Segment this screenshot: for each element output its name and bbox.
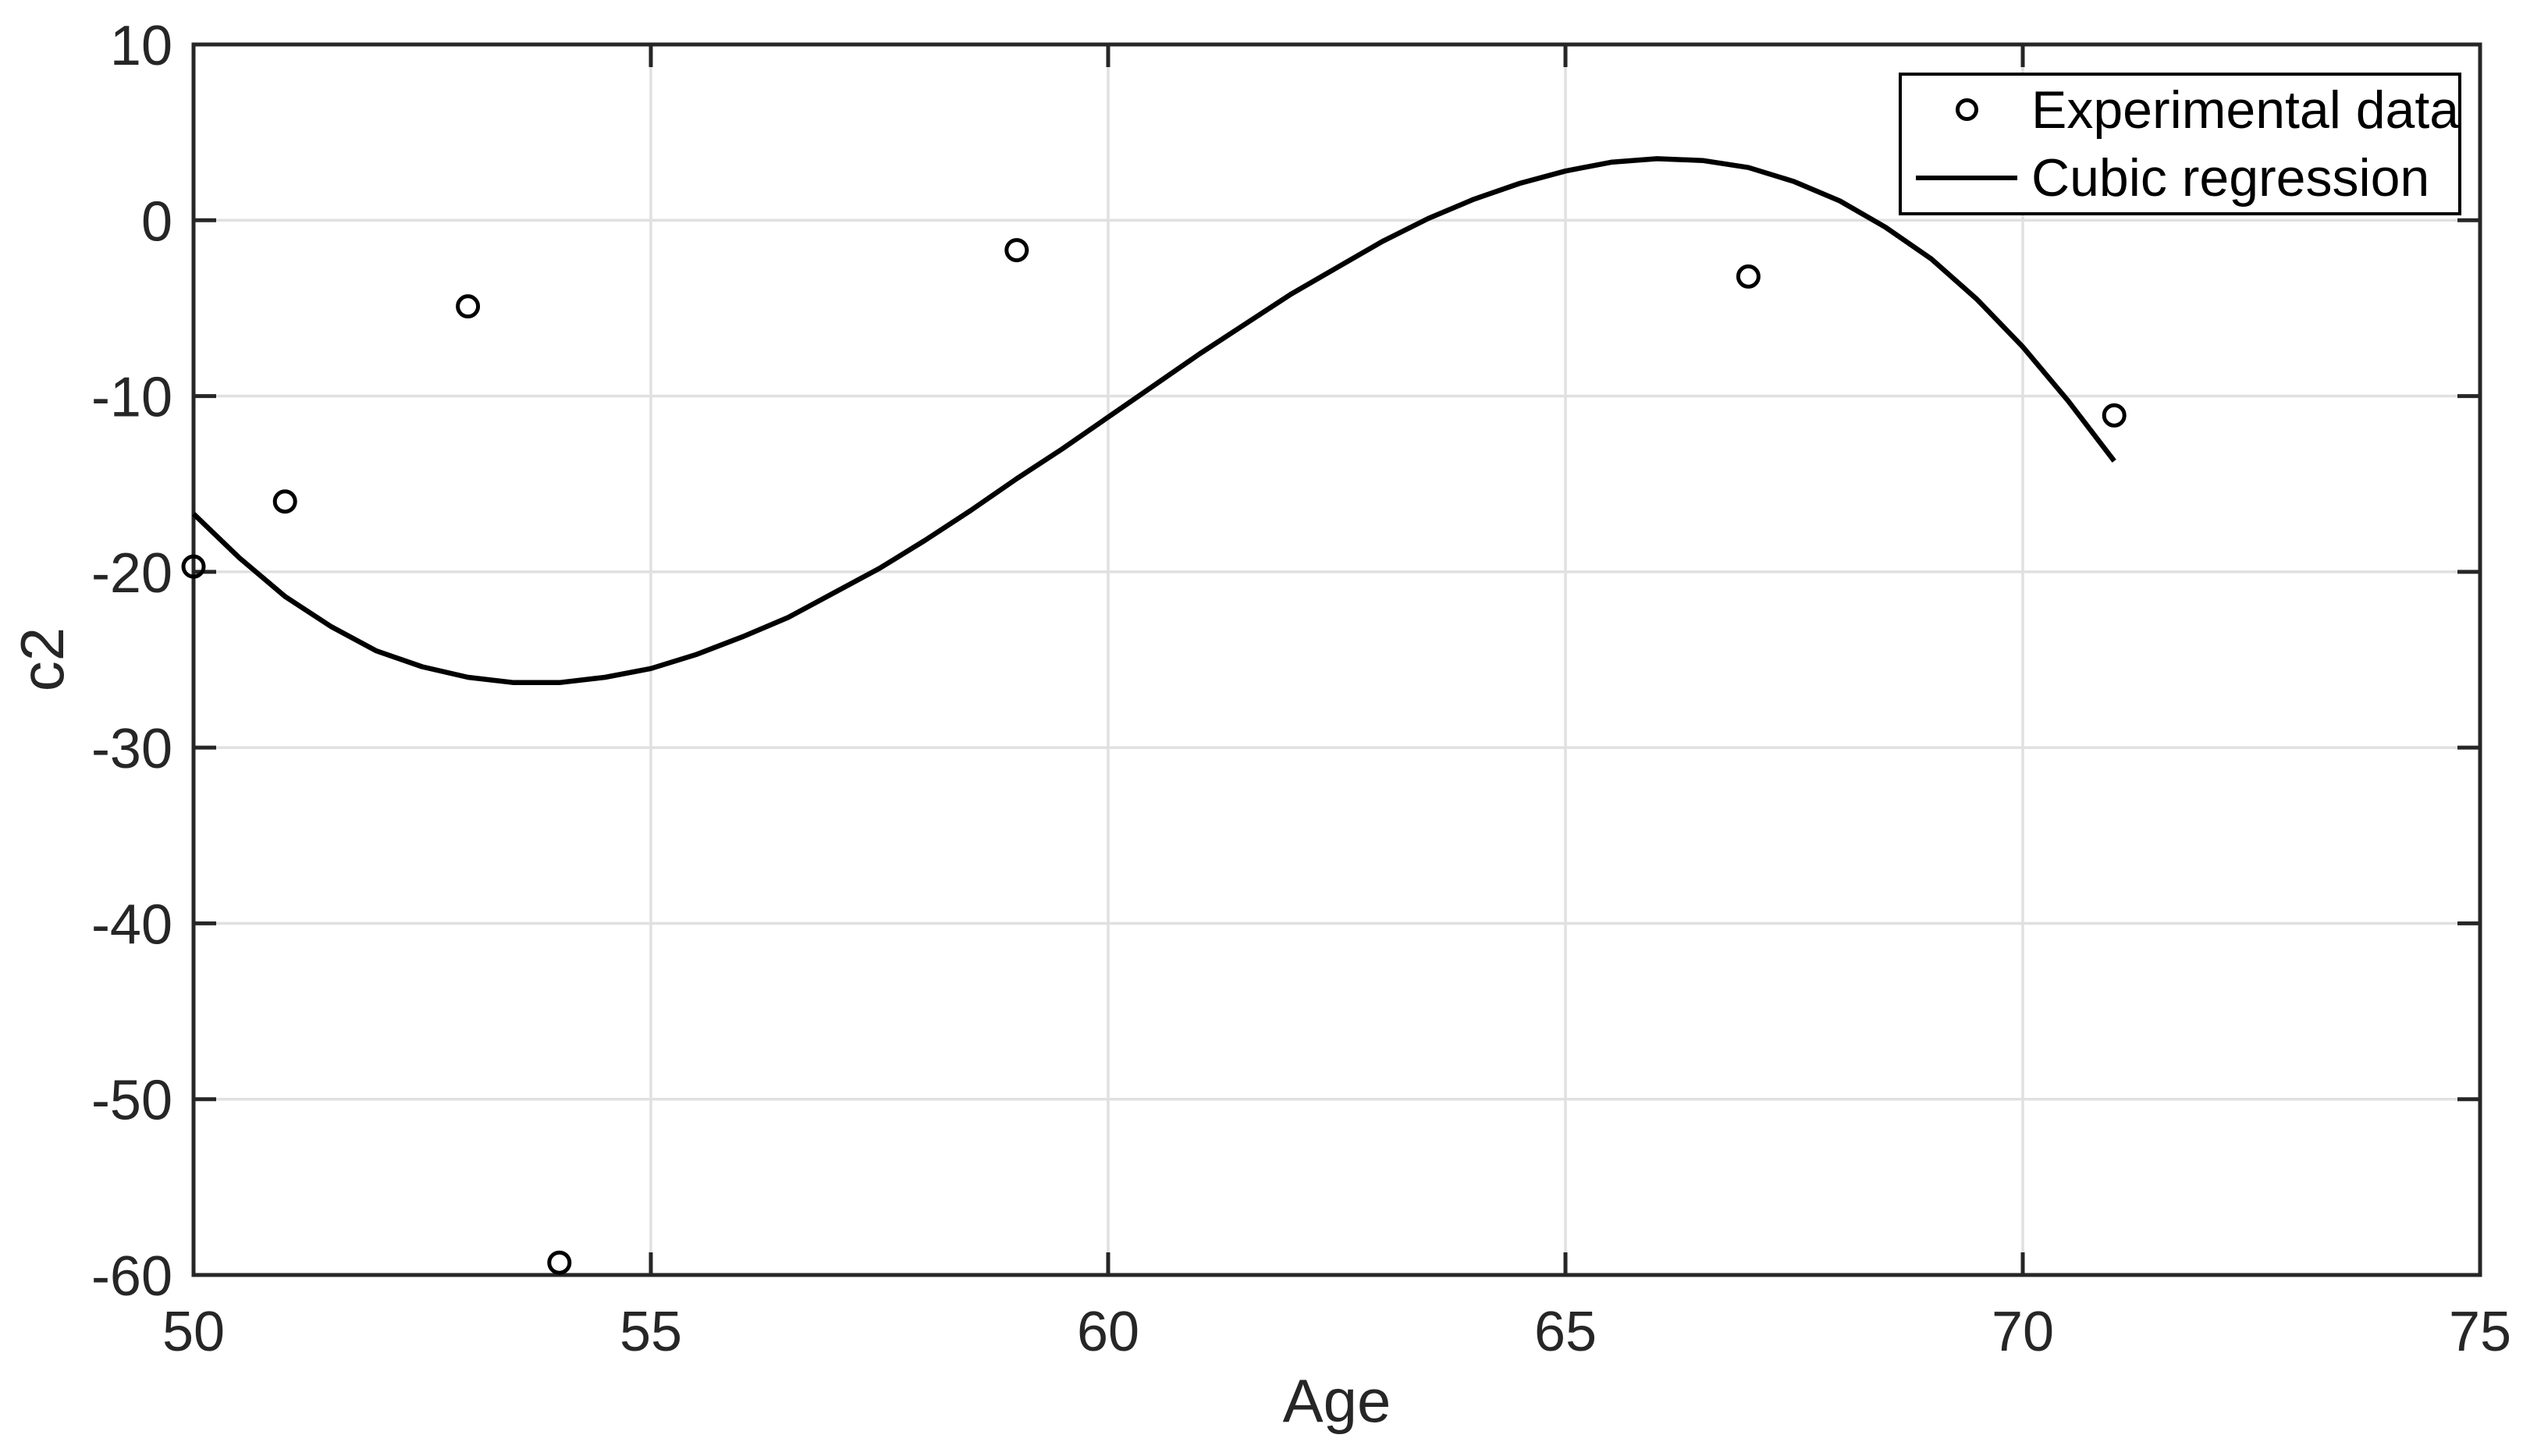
x-tick-label: 75 xyxy=(2449,1301,2511,1363)
data-point-marker xyxy=(272,489,297,514)
data-point-marker xyxy=(2102,403,2127,428)
legend-swatch-area xyxy=(1902,176,2031,181)
y-tick-label: 10 xyxy=(110,15,172,77)
legend-entry-experimental-data: Experimental data xyxy=(1902,76,2460,144)
data-point-marker xyxy=(1004,238,1029,263)
legend-swatch-area xyxy=(1902,98,2031,122)
x-tick-label: 55 xyxy=(620,1301,682,1363)
data-point-marker xyxy=(456,294,481,319)
legend: Experimental data Cubic regression xyxy=(1899,73,2461,215)
data-point-marker xyxy=(181,554,206,579)
y-tick-label: -20 xyxy=(91,542,172,605)
y-tick-label: -40 xyxy=(91,893,172,956)
x-axis-label: Age xyxy=(1282,1366,1391,1435)
axis-box xyxy=(191,42,2482,1277)
x-tick-label: 70 xyxy=(1992,1301,2054,1363)
x-tick-label: 60 xyxy=(1077,1301,1139,1363)
legend-label-experimental-data: Experimental data xyxy=(2031,80,2460,140)
data-point-marker xyxy=(1736,264,1761,289)
y-tick-label: -60 xyxy=(91,1245,172,1308)
data-point-marker xyxy=(547,1250,572,1275)
x-tick-label: 50 xyxy=(162,1301,225,1363)
y-tick-label: 0 xyxy=(141,190,172,253)
legend-entry-cubic-regression: Cubic regression xyxy=(1902,144,2458,213)
y-tick-label: -10 xyxy=(91,367,172,429)
scatter-marker-icon xyxy=(1955,98,1978,122)
regression-curve xyxy=(191,156,2116,686)
legend-label-cubic-regression: Cubic regression xyxy=(2031,148,2430,208)
x-tick-label: 65 xyxy=(1534,1301,1597,1363)
line-sample-icon xyxy=(1916,176,2017,181)
y-tick-label: -30 xyxy=(91,718,172,780)
y-axis-label: c2 xyxy=(8,627,76,692)
y-tick-label: -50 xyxy=(91,1070,172,1132)
